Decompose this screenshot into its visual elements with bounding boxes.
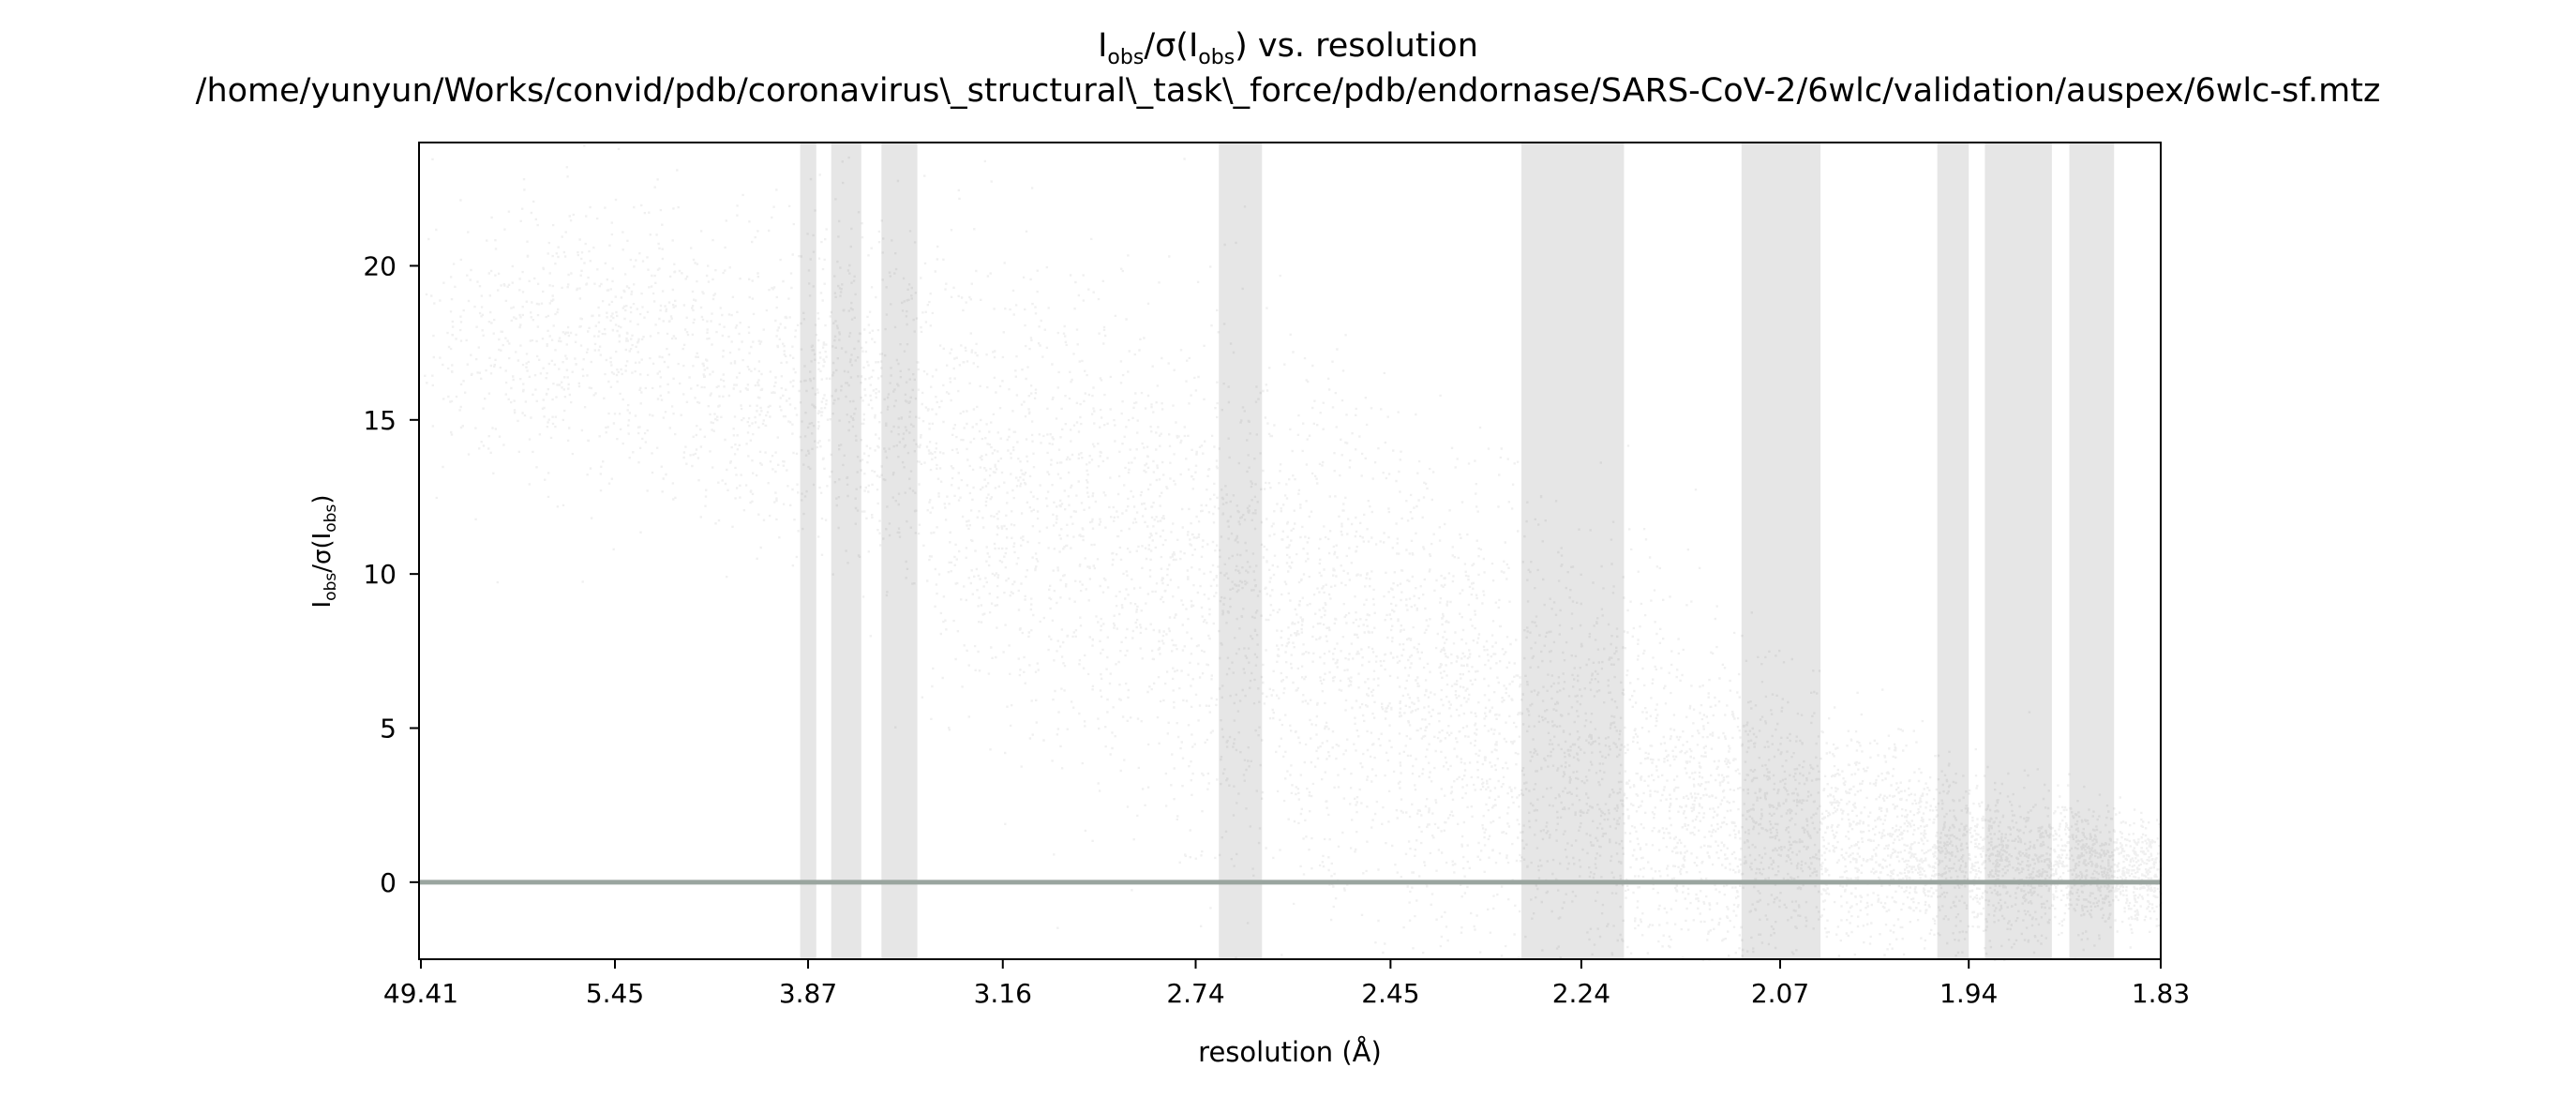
title-line-1: Iobs/σ(Iobs) vs. resolution	[1098, 27, 1478, 69]
x-tick-label: 1.83	[2132, 978, 2190, 1009]
y-tick-label: 5	[380, 713, 397, 744]
plot-area	[418, 142, 2164, 962]
y-axis-label: Iobs/σ(Iobs)	[308, 494, 340, 608]
x-axis: 49.41 5.45 3.87 3.16 2.74 2.45 2.24 2.07 1.94 1.8…	[383, 959, 2190, 1009]
ice-ring-band	[1937, 143, 1969, 959]
x-tick-label: 2.45	[1361, 978, 1419, 1009]
y-tick-label: 15	[363, 405, 397, 436]
y-tick-label: 0	[380, 867, 397, 898]
y-tick-label: 20	[363, 250, 397, 281]
ice-ring-band	[881, 143, 918, 959]
chart-title: Iobs/σ(Iobs) vs. resolution /home/yunyun…	[196, 27, 2381, 110]
x-tick-label: 3.16	[974, 978, 1032, 1009]
ice-ring-band	[1741, 143, 1821, 959]
chart-subtitle: /home/yunyun/Works/convid/pdb/coronaviru…	[196, 72, 2381, 110]
x-tick-label: 5.45	[586, 978, 644, 1009]
plot-frame	[418, 142, 2162, 960]
ice-ring-band	[1521, 143, 1625, 959]
x-tick-label: 49.41	[383, 978, 458, 1009]
y-axis: 0 5 10 15 20	[363, 250, 419, 898]
x-tick-label: 3.87	[779, 978, 837, 1009]
ice-ring-band	[800, 143, 816, 959]
plot-background	[419, 143, 2161, 959]
y-tick-label: 10	[363, 559, 397, 590]
ice-ring-band	[1219, 143, 1263, 959]
ice-ring-bands	[800, 143, 2115, 959]
ice-ring-band	[2069, 143, 2115, 959]
x-tick-label: 1.94	[1939, 978, 1998, 1009]
ice-ring-band	[831, 143, 861, 959]
x-tick-label: 2.07	[1751, 978, 1809, 1009]
x-tick-label: 2.74	[1166, 978, 1224, 1009]
ice-ring-band	[1984, 143, 2052, 959]
x-axis-label: resolution (Å)	[1198, 1036, 1382, 1068]
x-tick-label: 2.24	[1552, 978, 1610, 1009]
